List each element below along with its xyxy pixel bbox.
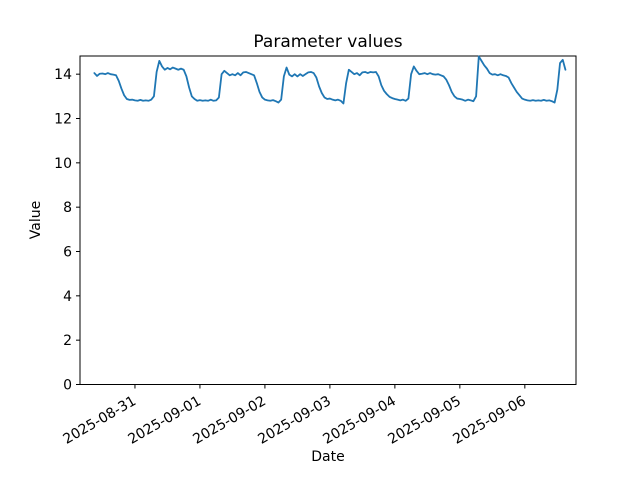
y-tick-label: 6 — [63, 245, 72, 261]
x-tick-label: 2025-09-01 — [125, 393, 203, 448]
y-tick-label: 10 — [54, 156, 72, 172]
y-tick-label: 12 — [54, 112, 72, 128]
x-tick-label: 2025-09-04 — [320, 393, 399, 448]
y-tick-label: 0 — [63, 378, 72, 394]
x-tick-label: 2025-08-31 — [60, 393, 138, 448]
y-tick-label: 2 — [63, 333, 72, 349]
x-tick-label: 2025-09-06 — [450, 393, 529, 448]
y-tick-label: 4 — [63, 289, 72, 305]
x-tick-label: 2025-09-03 — [255, 393, 333, 448]
x-tick-label: 2025-09-02 — [190, 393, 268, 448]
plot-area: 024681012142025-08-312025-09-012025-09-0… — [54, 55, 577, 448]
plot-frame — [79, 55, 577, 385]
y-tick-label: 8 — [63, 200, 72, 216]
series-line — [93, 55, 567, 105]
y-tick-label: 14 — [54, 67, 72, 83]
chart-title: Parameter values — [253, 32, 402, 52]
x-axis-label: Date — [311, 449, 344, 465]
x-tick-label: 2025-09-05 — [385, 393, 463, 448]
y-axis-label: Value — [28, 201, 44, 239]
